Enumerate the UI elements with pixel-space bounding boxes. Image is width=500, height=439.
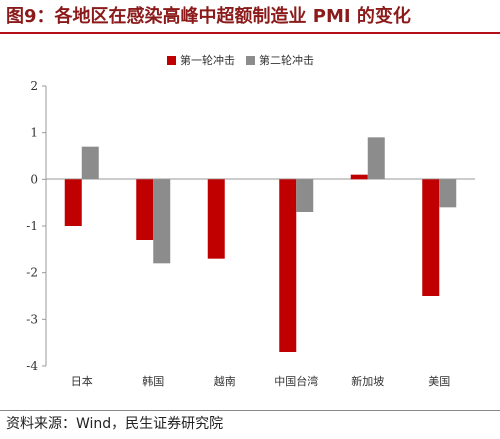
- bar-1-2: [207, 179, 225, 259]
- y-tick-label: -3: [26, 312, 38, 326]
- bar-2-4: [367, 137, 385, 180]
- figure-title: 图9：各地区在感染高峰中超额制造业 PMI 的变化: [6, 6, 411, 27]
- legend-label-series-2: 第二轮冲击: [259, 53, 314, 67]
- x-category-label: 美国: [428, 375, 450, 388]
- y-tick-label: -1: [26, 219, 38, 233]
- bar-2-1: [153, 179, 171, 264]
- y-tick-label: -4: [26, 359, 38, 373]
- y-tick-label: -2: [26, 266, 38, 280]
- bar-chart: 第一轮冲击 第二轮冲击 2 1 0 -1 -2 -3 -4 日本 韩国 越南 中国台湾 新加坡 美国: [26, 53, 475, 388]
- bar-1-4: [350, 174, 368, 180]
- y-tick-label: 0: [30, 172, 38, 186]
- x-category-label: 新加坡: [351, 374, 384, 388]
- bar-2-0: [81, 146, 99, 180]
- bar-2-5: [439, 179, 457, 208]
- legend-label-series-1: 第一轮冲击: [180, 53, 235, 67]
- x-category-label: 日本: [71, 374, 93, 388]
- bar-1-0: [64, 179, 82, 226]
- y-tick-label: 1: [30, 126, 38, 140]
- bar-1-5: [422, 179, 440, 296]
- legend-swatch-series-2: [246, 56, 255, 65]
- source-note: 资料来源：Wind，民生证券研究院: [6, 416, 224, 432]
- x-axis-labels: 日本 韩国 越南 中国台湾 新加坡 美国: [71, 374, 451, 388]
- x-category-label: 中国台湾: [274, 374, 318, 388]
- title-divider: [0, 32, 500, 34]
- y-axis-ticks: 2 1 0 -1 -2 -3 -4: [26, 79, 46, 373]
- x-category-label: 越南: [214, 374, 236, 388]
- legend: 第一轮冲击 第二轮冲击: [167, 53, 314, 67]
- bars: [64, 137, 457, 352]
- legend-swatch-series-1: [167, 56, 176, 65]
- bar-1-1: [136, 179, 154, 240]
- bar-2-3: [296, 179, 314, 212]
- x-category-label: 韩国: [142, 374, 164, 388]
- y-tick-label: 2: [30, 79, 38, 93]
- footer-divider: [0, 410, 500, 411]
- bar-1-3: [279, 179, 297, 352]
